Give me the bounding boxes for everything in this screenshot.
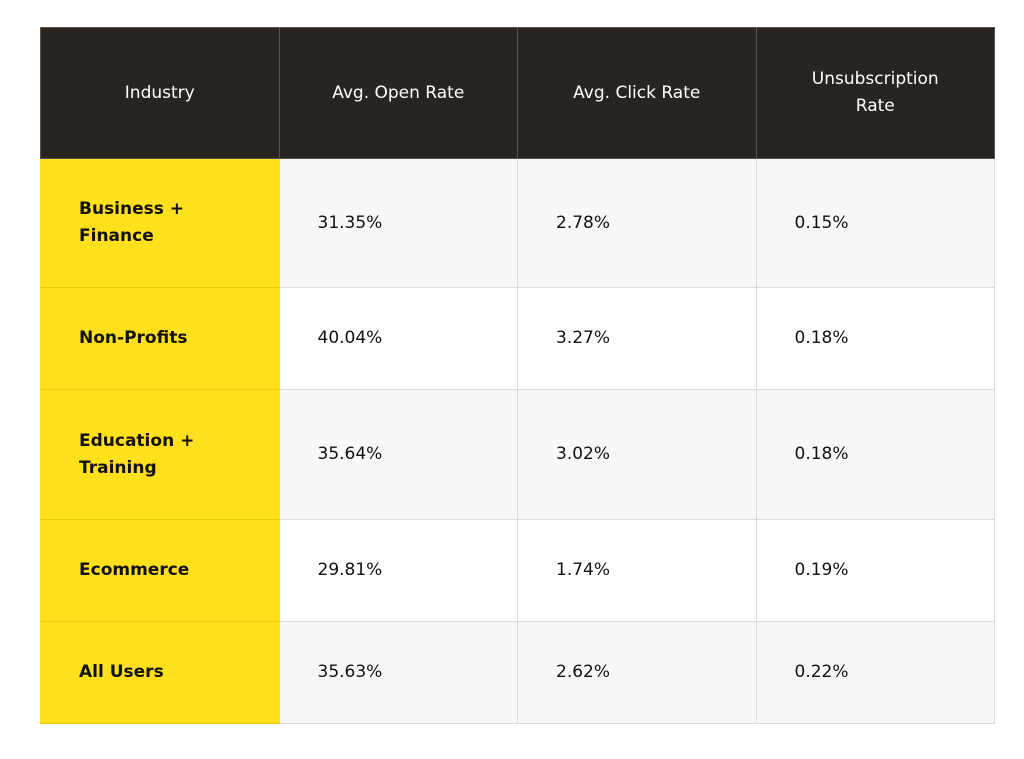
value-cell: 0.18% — [755, 287, 995, 390]
table-row: Business + Finance 31.35% 2.78% 0.15% — [40, 158, 995, 288]
header-text: Industry — [124, 82, 195, 103]
header-cell: Avg. Open Rate — [278, 27, 518, 159]
value-cell: 0.19% — [755, 519, 995, 622]
value-cell: 35.63% — [278, 621, 518, 724]
rate-value: 35.63% — [317, 662, 383, 682]
value-cell: 0.22% — [755, 621, 995, 724]
industry-name: Business + Finance — [79, 199, 185, 246]
table-row: Non-Profits 40.04% 3.27% 0.18% — [40, 287, 995, 390]
rate-value: 1.74% — [556, 560, 611, 580]
value-cell: 2.62% — [517, 621, 757, 724]
header-row: Industry Avg. Open Rate Avg. Click Rate Uns… — [40, 27, 995, 159]
industry-cell: Education + Training — [40, 389, 280, 520]
rate-value: 0.15% — [794, 212, 849, 233]
value-cell: 31.35% — [278, 158, 518, 288]
industry-name: Non-Profits — [79, 328, 188, 348]
rate-value: 0.19% — [794, 560, 849, 580]
header-text: Avg. Open Rate — [332, 82, 465, 103]
header-text: Avg. Click Rate — [573, 82, 701, 103]
industry-name: Education + Training — [79, 430, 195, 478]
industry-cell: All Users — [40, 621, 280, 724]
table-row: All Users 35.63% 2.62% 0.22% — [40, 621, 995, 724]
value-cell: 35.64% — [278, 389, 518, 520]
header-cell: Unsubscription Rate — [755, 27, 995, 159]
table-row: Education + Training 35.64% 3.02% 0.18% — [40, 389, 995, 520]
rate-value: 35.64% — [317, 444, 383, 464]
header-cell: Avg. Click Rate — [517, 27, 757, 159]
industry-cell: Ecommerce — [40, 519, 280, 622]
value-cell: 2.78% — [517, 158, 757, 288]
rate-value: 2.62% — [556, 662, 611, 682]
rate-value: 0.18% — [794, 328, 849, 348]
table-body: Business + Finance 31.35% 2.78% 0.15% Non-Pr… — [40, 158, 995, 724]
value-cell: 3.02% — [517, 389, 757, 520]
header-text: Unsubscription Rate — [811, 69, 939, 116]
header-cell: Industry — [40, 27, 280, 159]
rate-value: 3.27% — [556, 328, 611, 348]
value-cell: 0.18% — [755, 389, 995, 520]
industry-cell: Business + Finance — [40, 158, 280, 288]
rate-value: 31.35% — [317, 212, 383, 233]
rate-value: 40.04% — [317, 328, 383, 348]
benchmark-table: Industry Avg. Open Rate Avg. Click Rate Uns… — [40, 27, 995, 724]
rate-value: 29.81% — [317, 560, 383, 580]
value-cell: 1.74% — [517, 519, 757, 622]
table-row: Ecommerce 29.81% 1.74% 0.19% — [40, 519, 995, 622]
value-cell: 0.15% — [755, 158, 995, 288]
value-cell: 29.81% — [278, 519, 518, 622]
industry-cell: Non-Profits — [40, 287, 280, 390]
rate-value: 3.02% — [556, 444, 611, 464]
value-cell: 40.04% — [278, 287, 518, 390]
industry-name: All Users — [79, 662, 164, 682]
rate-value: 2.78% — [556, 212, 611, 233]
value-cell: 3.27% — [517, 287, 757, 390]
industry-name: Ecommerce — [79, 560, 190, 580]
rate-value: 0.18% — [794, 444, 849, 464]
rate-value: 0.22% — [794, 662, 849, 682]
